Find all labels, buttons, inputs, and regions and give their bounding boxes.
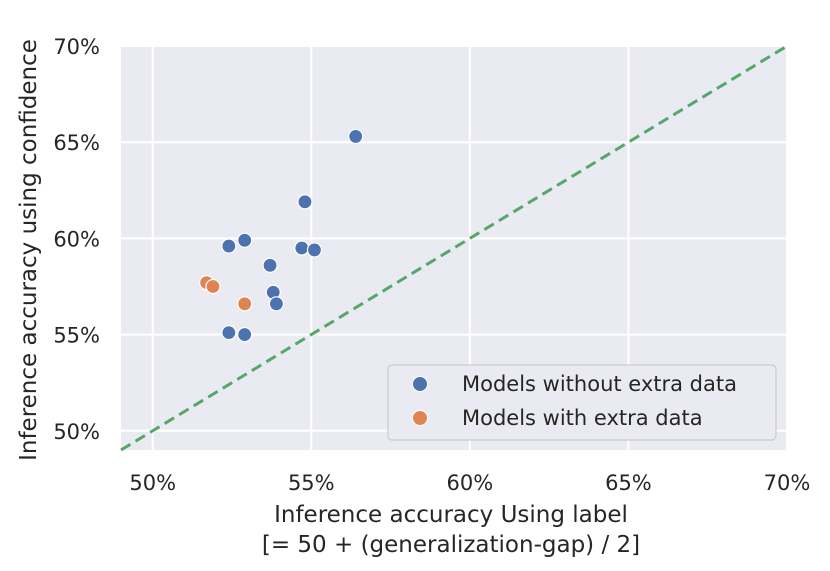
y-tick-label: 55% — [53, 324, 100, 348]
y-tick-label: 60% — [53, 227, 100, 251]
x-tick-labels: 50% 55% 60% 65% 70% — [129, 471, 810, 495]
y-tick-label: 70% — [53, 35, 100, 59]
x-axis-label-line1: Inference accuracy Using label — [274, 502, 628, 528]
y-tick-label: 50% — [53, 420, 100, 444]
x-tick-label: 55% — [288, 471, 335, 495]
diagonal-reference-line — [120, 44, 788, 452]
point-without-extra-data — [306, 242, 323, 258]
point-with-extra-data — [237, 296, 253, 312]
y-axis-label: Inference accuracy using confidence — [16, 39, 42, 461]
x-tick-label: 70% — [764, 471, 811, 495]
legend: Models without extra data Models with ex… — [387, 364, 777, 441]
data-points — [199, 128, 364, 343]
legend-label-without-extra-data: Models without extra data — [462, 372, 737, 396]
legend-label-with-extra-data: Models with extra data — [462, 406, 703, 430]
point-without-extra-data — [348, 128, 364, 145]
point-without-extra-data — [237, 232, 253, 248]
point-without-extra-data — [297, 194, 313, 210]
point-without-extra-data — [221, 325, 237, 341]
x-axis-label-line2: [= 50 + (generalization-gap) / 2] — [262, 532, 640, 558]
point-without-extra-data — [262, 257, 278, 273]
legend-marker-with-extra-data — [412, 410, 428, 426]
point-without-extra-data — [237, 326, 253, 343]
point-without-extra-data — [268, 296, 284, 312]
x-tick-label: 50% — [129, 471, 176, 495]
point-without-extra-data — [294, 240, 310, 256]
legend-marker-without-extra-data — [412, 376, 428, 392]
x-tick-label: 65% — [605, 471, 652, 495]
y-tick-labels: 50% 55% 60% 65% 70% — [53, 35, 100, 444]
point-with-extra-data — [205, 278, 221, 295]
legend-box — [387, 364, 777, 441]
point-without-extra-data — [221, 238, 237, 254]
y-tick-label: 65% — [53, 131, 100, 155]
x-tick-label: 60% — [447, 471, 494, 495]
